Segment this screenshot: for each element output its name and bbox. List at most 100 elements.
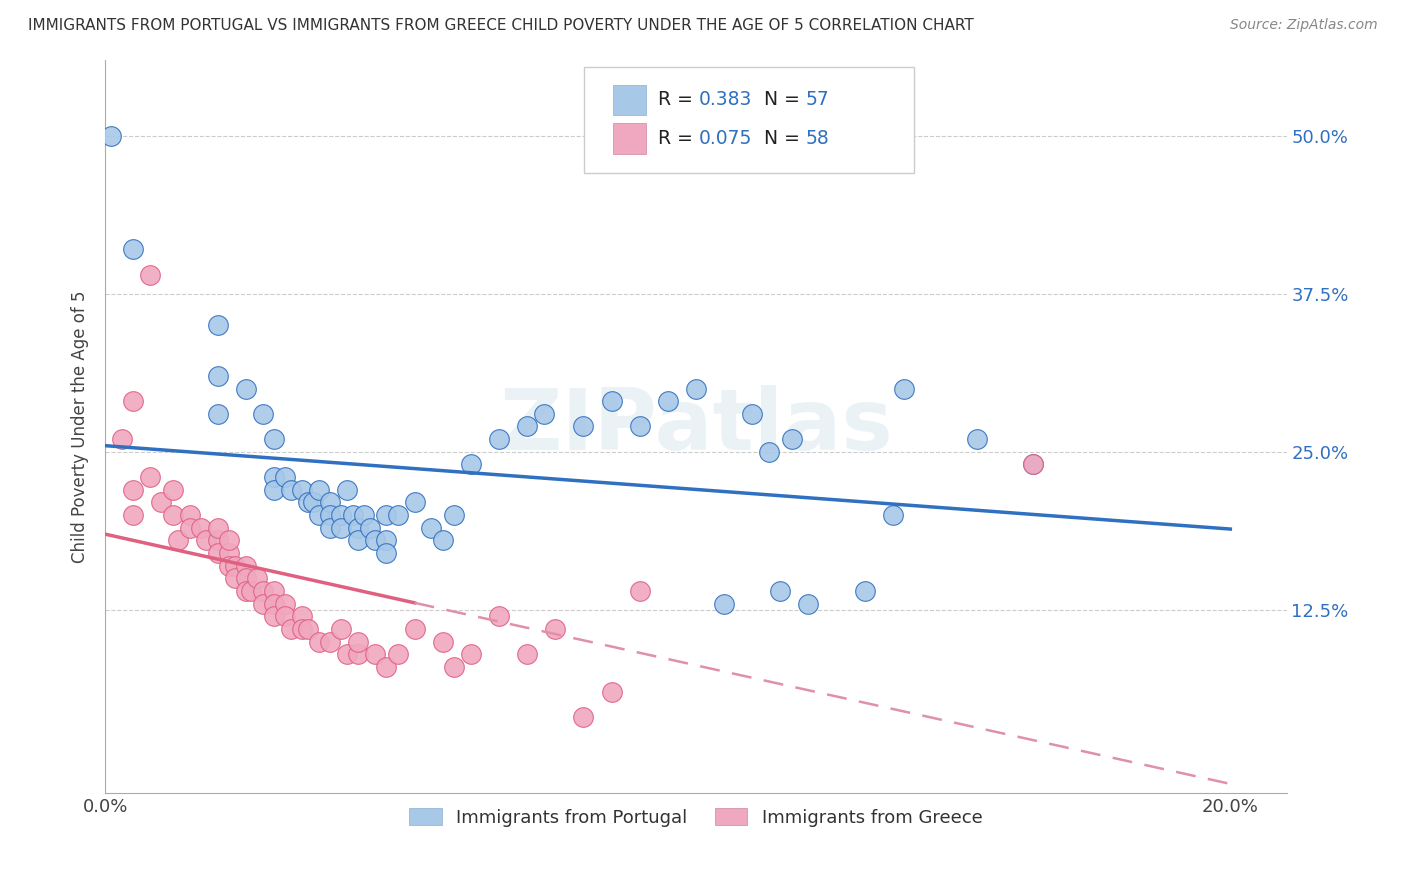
Point <box>432 634 454 648</box>
Point <box>347 647 370 661</box>
Text: Source: ZipAtlas.com: Source: ZipAtlas.com <box>1230 18 1378 32</box>
Point <box>122 243 145 257</box>
Point <box>364 647 387 661</box>
Point <box>122 394 145 409</box>
Point <box>966 432 988 446</box>
Point <box>853 583 876 598</box>
Point <box>544 622 567 636</box>
Point <box>319 521 342 535</box>
Point <box>179 521 201 535</box>
Point <box>387 647 409 661</box>
Point <box>420 521 443 535</box>
Point <box>263 483 285 497</box>
Point <box>330 622 353 636</box>
Point <box>263 470 285 484</box>
Point <box>218 533 240 548</box>
Point <box>139 470 162 484</box>
Point <box>347 521 370 535</box>
Point <box>443 508 465 522</box>
Point <box>122 508 145 522</box>
Point <box>353 508 375 522</box>
Point <box>600 685 623 699</box>
Text: 0.075: 0.075 <box>699 128 752 147</box>
Point <box>207 318 229 333</box>
Point <box>460 458 482 472</box>
Point <box>224 571 246 585</box>
Point <box>375 546 398 560</box>
Point <box>263 597 285 611</box>
Point <box>628 583 651 598</box>
Point <box>122 483 145 497</box>
Point <box>291 483 314 497</box>
Point <box>375 508 398 522</box>
Point <box>780 432 803 446</box>
Point <box>741 407 763 421</box>
Point <box>207 546 229 560</box>
Point <box>274 597 297 611</box>
Point <box>488 432 510 446</box>
Point <box>387 508 409 522</box>
Point <box>797 597 820 611</box>
Point <box>246 571 269 585</box>
Point <box>600 394 623 409</box>
Point <box>685 382 707 396</box>
Point <box>628 419 651 434</box>
Point <box>1022 458 1045 472</box>
Text: ZIPatlas: ZIPatlas <box>499 385 893 468</box>
Point <box>297 622 319 636</box>
Point <box>218 558 240 573</box>
Point <box>252 407 274 421</box>
Point <box>280 483 302 497</box>
Point <box>336 647 359 661</box>
Point <box>218 546 240 560</box>
Point <box>252 583 274 598</box>
FancyBboxPatch shape <box>613 85 647 115</box>
Point <box>404 622 426 636</box>
Point <box>190 521 212 535</box>
Point <box>139 268 162 282</box>
Point <box>150 495 173 509</box>
Point <box>347 533 370 548</box>
Text: R =: R = <box>658 128 699 147</box>
Point <box>342 508 364 522</box>
Point <box>274 470 297 484</box>
Point <box>364 533 387 548</box>
Y-axis label: Child Poverty Under the Age of 5: Child Poverty Under the Age of 5 <box>72 290 89 563</box>
Point <box>308 634 330 648</box>
Point <box>162 483 184 497</box>
Point <box>460 647 482 661</box>
Point <box>167 533 190 548</box>
Text: N =: N = <box>765 128 806 147</box>
Point <box>359 521 381 535</box>
Text: R =: R = <box>658 90 699 110</box>
Point <box>488 609 510 624</box>
Text: 58: 58 <box>806 128 830 147</box>
Point <box>882 508 904 522</box>
Point <box>330 508 353 522</box>
Point <box>347 634 370 648</box>
Text: N =: N = <box>765 90 806 110</box>
Point <box>263 583 285 598</box>
Point <box>235 571 257 585</box>
Point <box>274 609 297 624</box>
Text: 0.383: 0.383 <box>699 90 752 110</box>
Point <box>263 432 285 446</box>
Point <box>657 394 679 409</box>
Point <box>319 495 342 509</box>
Point <box>207 368 229 383</box>
Point <box>162 508 184 522</box>
Point <box>308 508 330 522</box>
Point <box>572 710 595 724</box>
Point <box>100 128 122 143</box>
Point <box>111 432 134 446</box>
Point <box>302 495 325 509</box>
Point <box>308 483 330 497</box>
Point <box>443 660 465 674</box>
Point <box>516 419 538 434</box>
Text: IMMIGRANTS FROM PORTUGAL VS IMMIGRANTS FROM GREECE CHILD POVERTY UNDER THE AGE O: IMMIGRANTS FROM PORTUGAL VS IMMIGRANTS F… <box>28 18 974 33</box>
Legend: Immigrants from Portugal, Immigrants from Greece: Immigrants from Portugal, Immigrants fro… <box>401 799 991 836</box>
Point <box>235 583 257 598</box>
Point <box>291 622 314 636</box>
Point <box>235 558 257 573</box>
Point <box>533 407 555 421</box>
